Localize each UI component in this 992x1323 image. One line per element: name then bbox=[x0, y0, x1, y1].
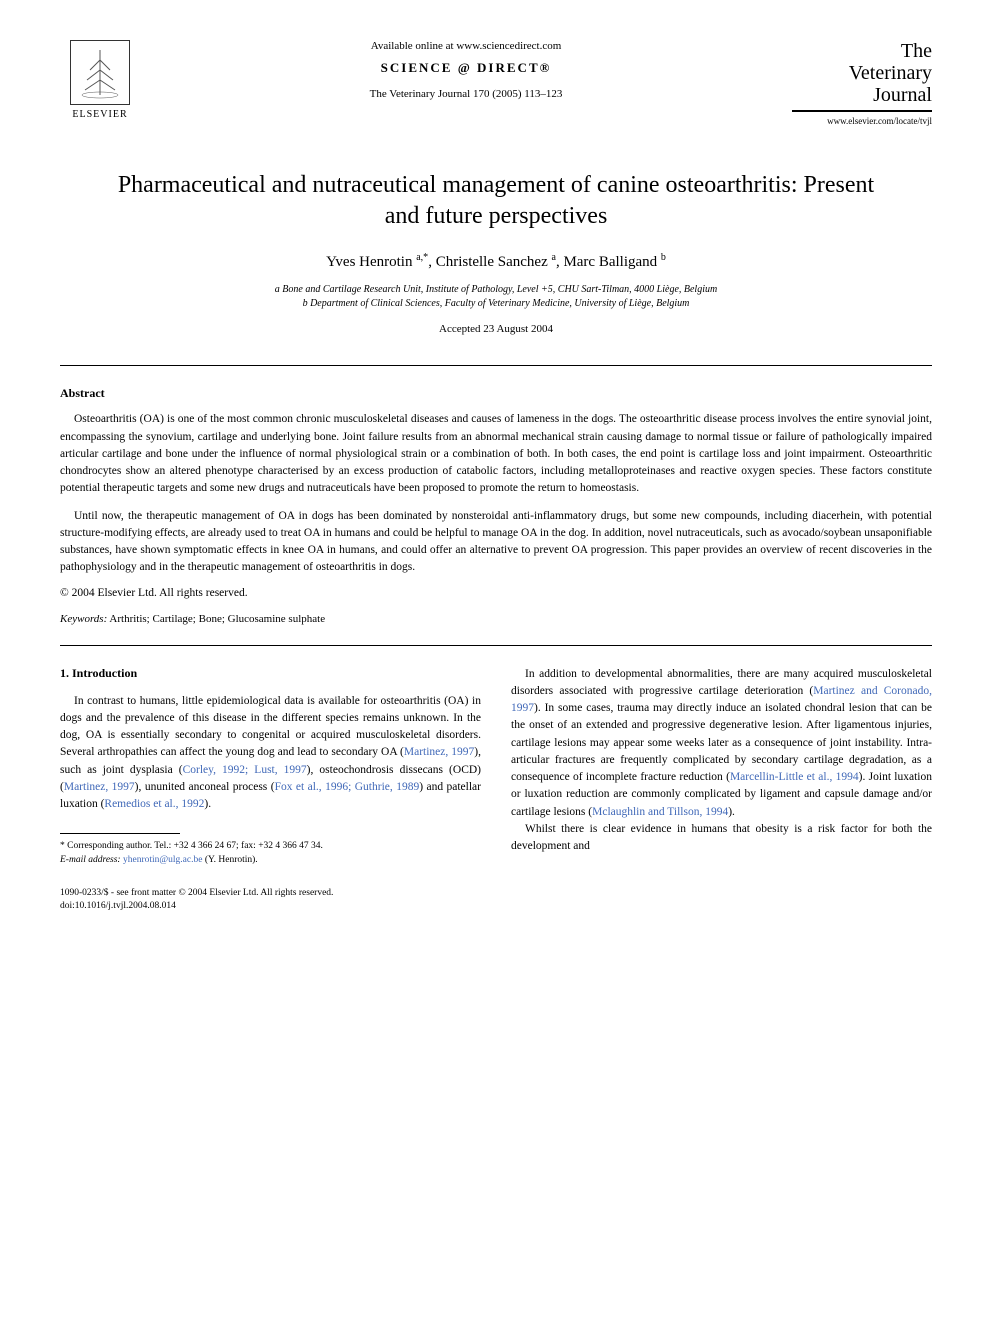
divider-bottom bbox=[60, 645, 932, 646]
available-online-text: Available online at www.sciencedirect.co… bbox=[160, 40, 772, 52]
intro-heading: 1. Introduction bbox=[60, 666, 481, 681]
intro-text-6: ). bbox=[204, 798, 211, 810]
journal-name: The Veterinary Journal bbox=[792, 40, 932, 112]
right-column: In addition to developmental abnormaliti… bbox=[511, 666, 932, 867]
email-label: E-mail address: bbox=[60, 855, 121, 865]
email-address: yhenrotin@ulg.ac.be bbox=[121, 855, 205, 865]
journal-name-line1: The bbox=[901, 40, 932, 62]
footnote-divider bbox=[60, 833, 180, 834]
divider-top bbox=[60, 365, 932, 366]
affiliation-b: b Department of Clinical Sciences, Facul… bbox=[60, 297, 932, 311]
citation-mclaughlin: Mclaughlin and Tillson, 1994 bbox=[592, 806, 728, 818]
journal-name-line2: Veterinary Journal bbox=[849, 62, 932, 106]
footer-line-1: 1090-0233/$ - see front matter © 2004 El… bbox=[60, 887, 932, 900]
keywords-line: Keywords: Arthritis; Cartilage; Bone; Gl… bbox=[60, 613, 932, 625]
keywords-label: Keywords: bbox=[60, 613, 107, 625]
abstract-paragraph-1: Osteoarthritis (OA) is one of the most c… bbox=[60, 411, 932, 497]
abstract-heading: Abstract bbox=[60, 386, 932, 401]
journal-logo: The Veterinary Journal www.elsevier.com/… bbox=[792, 40, 932, 126]
elsevier-label: ELSEVIER bbox=[72, 109, 127, 120]
footnote-corr: * Corresponding author. Tel.: +32 4 366 … bbox=[60, 840, 481, 853]
accepted-date: Accepted 23 August 2004 bbox=[60, 323, 932, 335]
intro-r-text-4: ). bbox=[728, 806, 735, 818]
author-1-sup: a,* bbox=[416, 252, 428, 263]
science-direct-logo: SCIENCE @ DIRECT® bbox=[160, 60, 772, 76]
copyright-line: © 2004 Elsevier Ltd. All rights reserved… bbox=[60, 587, 932, 599]
affiliations: a Bone and Cartilage Research Unit, Inst… bbox=[60, 283, 932, 311]
article-title: Pharmaceutical and nutraceutical managem… bbox=[100, 170, 892, 232]
two-column-body: 1. Introduction In contrast to humans, l… bbox=[60, 666, 932, 867]
email-after: (Y. Henrotin). bbox=[205, 855, 258, 865]
citation-corley-lust: Corley, 1992; Lust, 1997 bbox=[183, 764, 307, 776]
page-header: ELSEVIER Available online at www.science… bbox=[60, 40, 932, 130]
left-column: 1. Introduction In contrast to humans, l… bbox=[60, 666, 481, 867]
intro-text-4: ), ununited anconeal process ( bbox=[135, 781, 275, 793]
author-3-sup: b bbox=[661, 252, 666, 263]
corresponding-author-footnote: * Corresponding author. Tel.: +32 4 366 … bbox=[60, 840, 481, 867]
footnote-email-line: E-mail address: yhenrotin@ulg.ac.be (Y. … bbox=[60, 854, 481, 867]
citation-remedios: Remedios et al., 1992 bbox=[104, 798, 204, 810]
journal-citation: The Veterinary Journal 170 (2005) 113–12… bbox=[160, 88, 772, 100]
elsevier-tree-icon bbox=[70, 40, 130, 105]
affiliation-a: a Bone and Cartilage Research Unit, Inst… bbox=[60, 283, 932, 297]
citation-martinez-1997: Martinez, 1997 bbox=[404, 746, 474, 758]
author-2-name: , Christelle Sanchez bbox=[428, 254, 551, 270]
footer-line-2: doi:10.1016/j.tvjl.2004.08.014 bbox=[60, 900, 932, 913]
citation-marcellin: Marcellin-Little et al., 1994 bbox=[730, 771, 859, 783]
center-header: Available online at www.sciencedirect.co… bbox=[140, 40, 792, 100]
author-1-name: Yves Henrotin bbox=[326, 254, 416, 270]
intro-paragraph-1: In contrast to humans, little epidemiolo… bbox=[60, 693, 481, 814]
intro-paragraph-2: In addition to developmental abnormaliti… bbox=[511, 666, 932, 821]
citation-martinez-1997b: Martinez, 1997 bbox=[64, 781, 135, 793]
intro-paragraph-3: Whilst there is clear evidence in humans… bbox=[511, 821, 932, 856]
abstract-paragraph-2: Until now, the therapeutic management of… bbox=[60, 508, 932, 577]
authors-line: Yves Henrotin a,*, Christelle Sanchez a,… bbox=[60, 252, 932, 271]
keywords-text: Arthritis; Cartilage; Bone; Glucosamine … bbox=[107, 613, 325, 625]
author-3-name: , Marc Balligand bbox=[556, 254, 661, 270]
journal-url: www.elsevier.com/locate/tvjl bbox=[792, 116, 932, 126]
elsevier-logo: ELSEVIER bbox=[60, 40, 140, 130]
citation-fox-guthrie: Fox et al., 1996; Guthrie, 1989 bbox=[275, 781, 420, 793]
page-footer: 1090-0233/$ - see front matter © 2004 El… bbox=[60, 887, 932, 914]
